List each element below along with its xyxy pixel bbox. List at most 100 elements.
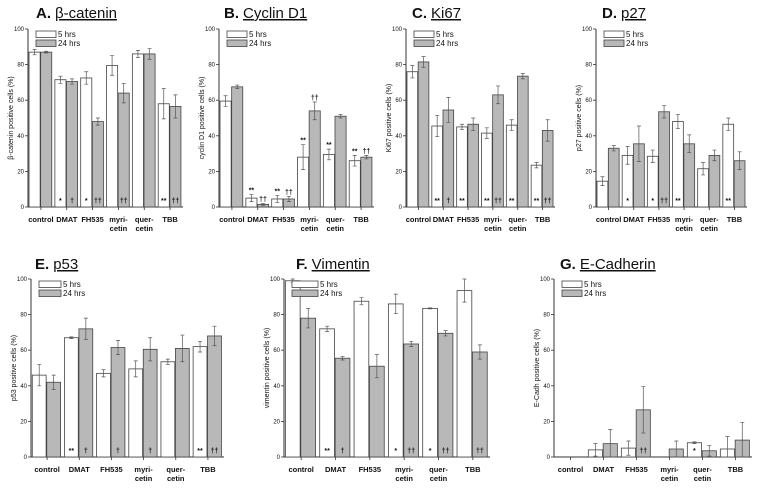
error-bar xyxy=(70,78,75,85)
bar-5hrs xyxy=(219,100,232,208)
significance-mark: ** xyxy=(352,148,358,155)
legend-swatch xyxy=(413,30,435,38)
y-tick-label: 40 xyxy=(208,134,215,140)
bar-5hrs xyxy=(406,71,419,208)
bar-24hrs xyxy=(308,110,321,208)
category-label: DMAT xyxy=(623,215,645,224)
category-label: myri-cetin xyxy=(134,465,153,483)
error-bar xyxy=(726,117,731,131)
bar-24hrs xyxy=(658,111,670,208)
panel-title: F. Vimentin xyxy=(296,256,370,273)
bar-24hrs xyxy=(91,121,104,208)
error-bar xyxy=(462,278,467,303)
error-bar xyxy=(409,340,414,347)
significance-mark: †† xyxy=(94,198,102,205)
panel-title: D. p27 xyxy=(602,5,646,22)
legend-label: 24 hrs xyxy=(249,39,271,48)
y-tick-label: 80 xyxy=(395,63,402,69)
category-label: FH535 xyxy=(359,465,382,474)
error-bar xyxy=(340,356,345,361)
error-bar xyxy=(692,441,697,444)
bar-5hrs xyxy=(31,374,47,458)
error-bar xyxy=(261,203,266,206)
significance-mark: * xyxy=(85,198,88,205)
significance-mark: †† xyxy=(362,148,370,155)
panel-letter: F. xyxy=(296,256,308,273)
error-bar xyxy=(301,144,306,170)
error-bar xyxy=(338,114,343,119)
bar-5hrs xyxy=(481,132,493,208)
error-bar xyxy=(374,354,379,379)
error-bar xyxy=(471,117,476,131)
bar-24hrs xyxy=(78,328,94,458)
significance-mark: ** xyxy=(161,198,167,205)
category-label: myri-cetin xyxy=(300,215,319,233)
significance-mark: †† xyxy=(211,448,219,455)
bar-24hrs xyxy=(334,115,347,208)
bar-5hrs xyxy=(192,346,208,458)
error-bar xyxy=(636,125,641,162)
legend-label: 24 hrs xyxy=(63,289,85,298)
legend-swatch xyxy=(603,30,625,38)
error-bar xyxy=(737,151,742,170)
category-label: myri-cetin xyxy=(109,215,128,233)
category-label: myri-cetin xyxy=(484,215,503,233)
y-tick-label: 40 xyxy=(273,384,280,390)
category-label: TBB xyxy=(727,215,743,224)
category-label: TBB xyxy=(728,465,744,474)
error-bar xyxy=(58,75,63,84)
error-bar xyxy=(306,308,311,329)
error-bar xyxy=(135,50,140,58)
legend-label: 5 hrs xyxy=(626,30,644,39)
legend-swatch xyxy=(226,30,248,38)
error-bar xyxy=(545,119,550,142)
category-label: DMAT xyxy=(56,215,78,224)
y-tick-label: 80 xyxy=(543,313,550,319)
y-tick-label: 0 xyxy=(24,455,28,461)
bar-24hrs xyxy=(334,357,351,458)
bar-24hrs xyxy=(683,143,696,208)
y-tick-label: 80 xyxy=(585,63,592,69)
y-tick-label: 40 xyxy=(585,134,592,140)
panel-name: Ki67 xyxy=(431,5,461,22)
error-bar xyxy=(275,195,280,203)
panel-p53: E. p53 0 20 40 60 80 100 p53 positive cells (%) c… xyxy=(11,256,224,483)
bar-24hrs xyxy=(110,347,126,458)
bar-24hrs xyxy=(300,317,316,458)
error-bar xyxy=(740,421,745,458)
significance-mark: ** xyxy=(300,138,306,145)
legend-swatch xyxy=(561,280,583,288)
y-tick-label: 80 xyxy=(273,313,280,319)
panel-letter: C. xyxy=(412,5,427,22)
error-bar xyxy=(84,71,89,85)
bar-24hrs xyxy=(708,154,721,208)
error-bar xyxy=(641,386,646,434)
y-tick-label: 0 xyxy=(547,455,551,461)
bar-5hrs xyxy=(353,300,370,458)
bar-24hrs xyxy=(607,147,620,208)
category-label: FH535 xyxy=(648,215,671,224)
bar-5hrs xyxy=(672,121,684,208)
legend-label: 24 hrs xyxy=(626,39,648,48)
error-bar xyxy=(611,145,616,152)
y-tick-label: 40 xyxy=(20,384,27,390)
error-bar xyxy=(198,340,203,353)
legend-swatch xyxy=(35,30,57,38)
legend-swatch xyxy=(291,289,319,297)
y-axis-label: β-catenin positive cells (%) xyxy=(8,76,15,159)
y-tick-label: 40 xyxy=(17,134,24,140)
panel-title: C. Ki67 xyxy=(412,5,461,22)
panel-p27: D. p27 0 20 40 60 80 100 p27 positive cells (%) c… xyxy=(576,5,747,233)
error-bar xyxy=(421,56,426,68)
significance-mark: †† xyxy=(311,95,319,102)
y-tick-label: 100 xyxy=(392,27,403,33)
bar-5hrs xyxy=(80,77,93,208)
bar-5hrs xyxy=(422,307,438,458)
panel--catenin: A. β-catenin 0 20 40 60 80 100 β-catenin positiv… xyxy=(8,5,183,233)
y-tick-label: 20 xyxy=(208,169,215,175)
significance-mark: ** xyxy=(69,448,75,455)
error-bar xyxy=(235,84,240,89)
error-bar xyxy=(496,85,501,105)
error-bar xyxy=(44,50,49,54)
